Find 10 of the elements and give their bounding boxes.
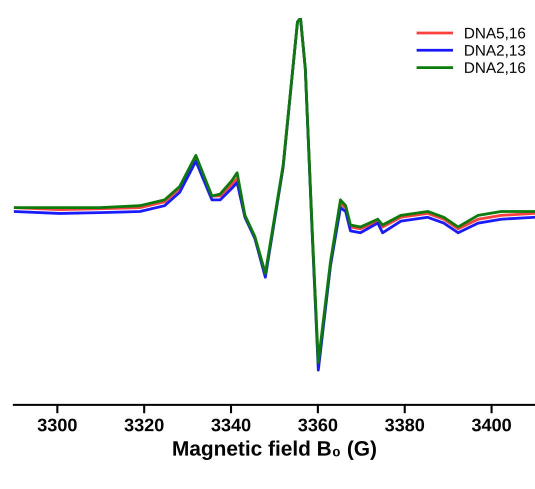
legend-label: DNA2,13 bbox=[465, 44, 526, 58]
x-tick-label: 3360 bbox=[298, 418, 338, 432]
x-tick-label: 3340 bbox=[211, 418, 250, 432]
x-axis-title: Magnetic field B₀ (G) bbox=[173, 440, 376, 460]
legend-label: DNA5,16 bbox=[465, 28, 526, 40]
legend-label: DNA2,16 bbox=[465, 62, 526, 75]
x-tick-label: 3300 bbox=[38, 418, 77, 432]
x-tick-label: 3320 bbox=[124, 418, 164, 432]
x-tick-label: 3400 bbox=[472, 418, 511, 432]
x-tick-label: 3380 bbox=[385, 418, 424, 432]
